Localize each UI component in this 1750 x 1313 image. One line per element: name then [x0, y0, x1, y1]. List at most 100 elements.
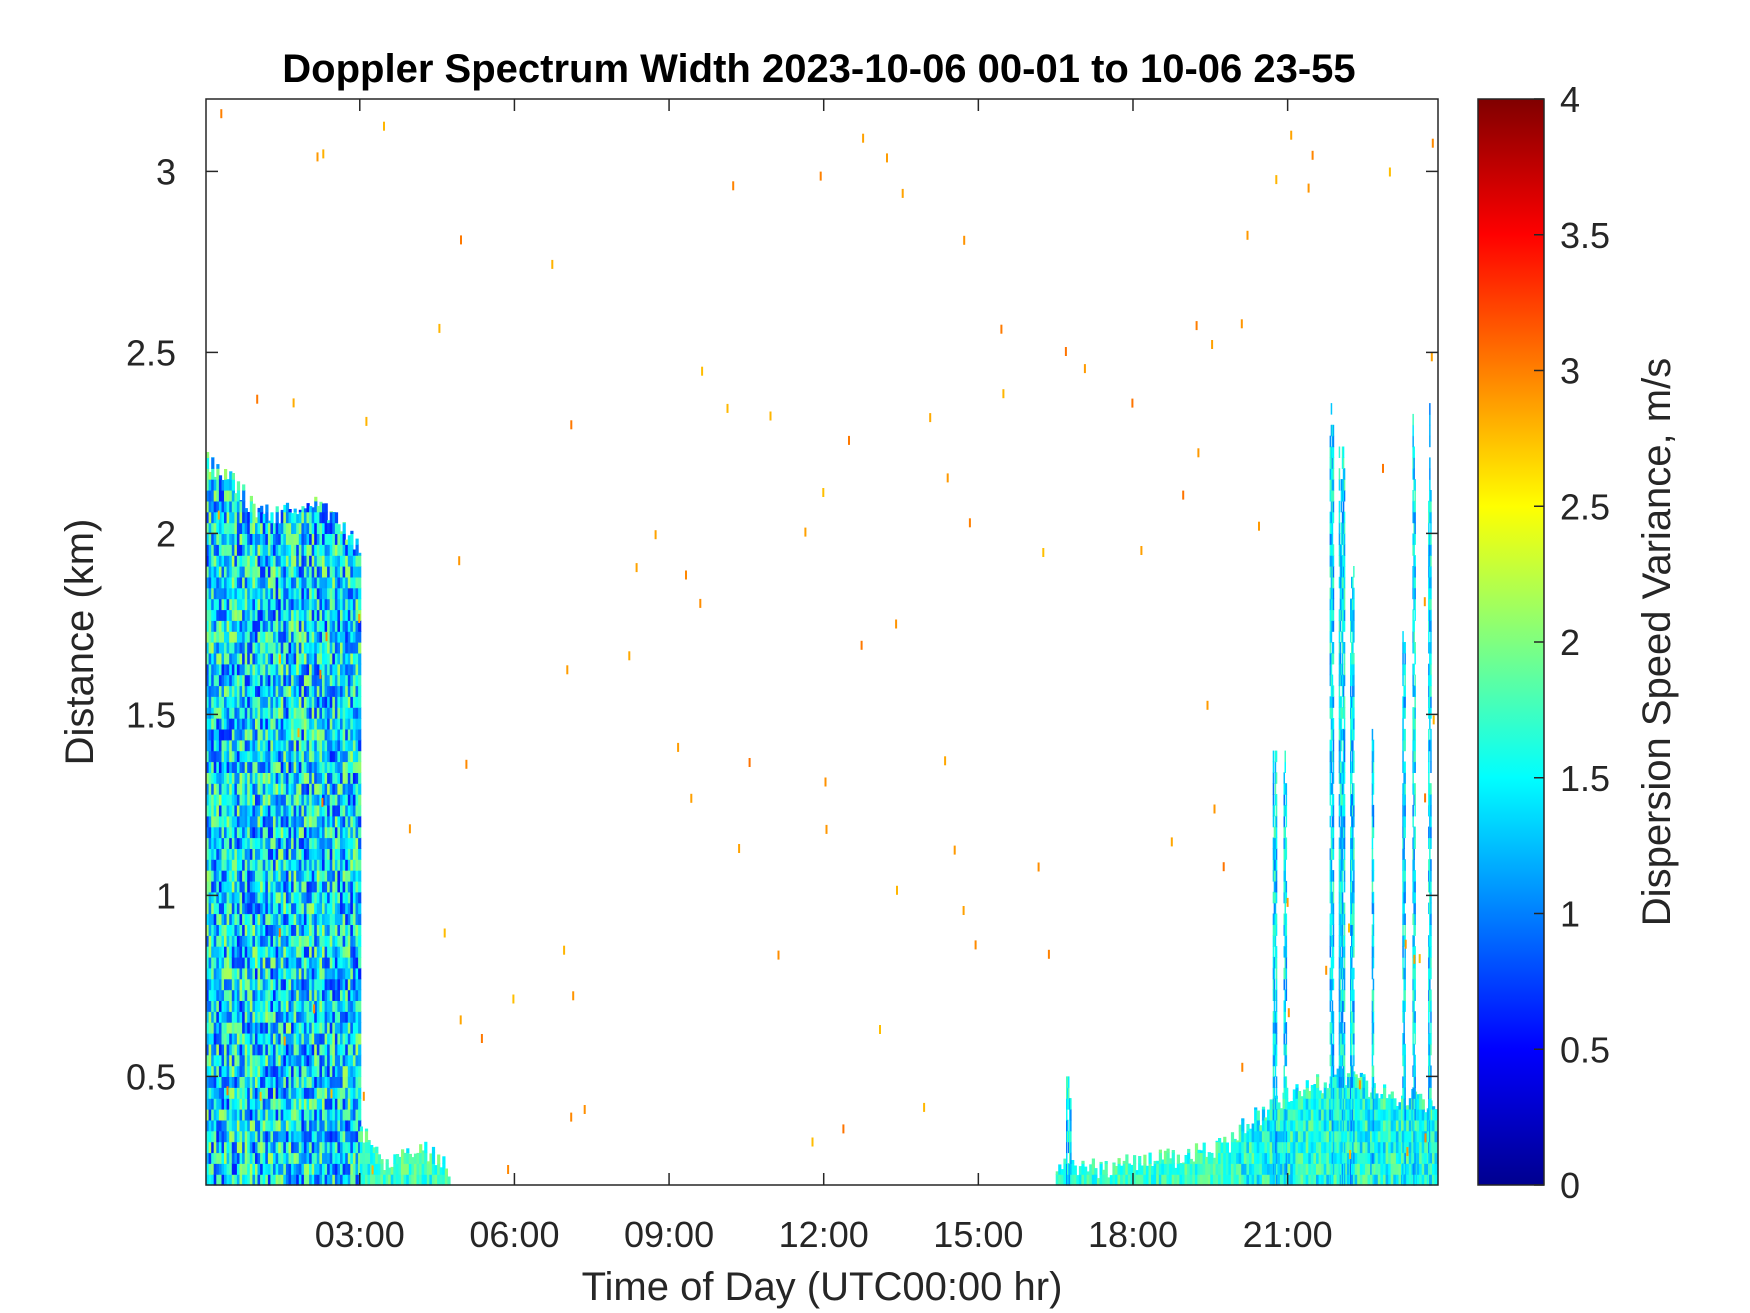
heatmap-cell — [265, 620, 269, 632]
heatmap-cell — [239, 696, 243, 708]
heatmap-cell — [221, 1043, 225, 1056]
heatmap-cell — [345, 1043, 349, 1056]
heatmap-cell — [358, 1000, 362, 1012]
heatmap-cell — [206, 576, 210, 589]
heatmap-cell — [255, 1141, 259, 1154]
heatmap-cell — [303, 620, 308, 632]
heatmap-cell — [260, 859, 264, 871]
heatmap-cell — [1156, 1163, 1160, 1175]
heatmap-cell — [255, 739, 259, 752]
heatmap-cell — [242, 913, 246, 925]
heatmap-cell — [229, 566, 233, 578]
heatmap-cell — [314, 837, 318, 849]
heatmap-cell — [1241, 1130, 1245, 1143]
heatmap-cell — [1334, 1152, 1338, 1164]
heatmap-cell — [224, 1141, 228, 1154]
heatmap-cell — [309, 555, 313, 567]
heatmap-cell — [206, 761, 210, 773]
heatmap-cell — [224, 946, 228, 958]
heatmap-cell — [1269, 1119, 1273, 1132]
heatmap-cell — [275, 728, 279, 741]
heatmap-cell — [213, 783, 217, 795]
heatmap-cell — [332, 848, 336, 860]
heatmap-cell — [1151, 1174, 1155, 1186]
heatmap-cell — [208, 609, 212, 621]
heatmap-cell — [257, 1033, 261, 1045]
heatmap-cell — [208, 490, 212, 502]
heatmap-cell — [218, 707, 223, 719]
heatmap-cell — [1308, 1098, 1312, 1110]
heatmap-cell — [280, 956, 284, 969]
heatmap-cell — [213, 967, 217, 980]
heatmap-cell — [247, 609, 251, 621]
heatmap-cell — [1310, 1174, 1314, 1186]
heatmap-cell — [1259, 1174, 1263, 1186]
heatmap-cell — [1145, 1174, 1150, 1186]
heatmap-cell — [255, 902, 259, 915]
heatmap-cell — [306, 989, 310, 1001]
heatmap-cell — [383, 1170, 387, 1175]
heatmap-cell — [226, 826, 230, 839]
heatmap-cell — [291, 1087, 295, 1099]
heatmap-cell — [1424, 1163, 1428, 1175]
plume-cell — [1272, 1098, 1275, 1110]
heatmap-cell — [1346, 1174, 1351, 1186]
heatmap-cell — [1117, 1174, 1121, 1186]
heatmap-cell — [262, 513, 266, 524]
heatmap-cell — [309, 902, 313, 915]
heatmap-cell — [257, 902, 261, 915]
heatmap-cell — [283, 587, 287, 600]
heatmap-cell — [275, 870, 279, 882]
heatmap-cell — [1310, 1098, 1314, 1110]
heatmap-cell — [358, 761, 362, 773]
heatmap-cell — [280, 935, 284, 947]
heatmap-cell — [213, 533, 217, 545]
heatmap-cell — [1313, 1152, 1317, 1164]
heatmap-cell — [252, 794, 256, 806]
heatmap-cell — [280, 870, 284, 882]
heatmap-cell — [303, 1098, 308, 1110]
heatmap-cell — [342, 1076, 346, 1088]
heatmap-cell — [285, 609, 290, 621]
plume-cell — [1272, 1043, 1275, 1056]
heatmap-cell — [1380, 1119, 1384, 1132]
heatmap-cell — [231, 1141, 235, 1154]
heatmap-cell — [211, 739, 215, 752]
heatmap-cell — [218, 652, 223, 665]
heatmap-cell — [208, 891, 212, 904]
heatmap-cell — [1377, 1163, 1381, 1175]
heatmap-cell — [1163, 1174, 1168, 1186]
heatmap-cell — [347, 750, 351, 763]
heatmap-cell — [347, 826, 351, 839]
heatmap-cell — [267, 1022, 272, 1034]
heatmap-cell — [355, 1076, 359, 1088]
heatmap-cell — [309, 674, 313, 687]
heatmap-cell — [1318, 1152, 1322, 1164]
heatmap-cell — [324, 902, 328, 915]
heatmap-cell — [1290, 1174, 1294, 1186]
heatmap-cell — [314, 1174, 318, 1186]
heatmap-cell — [236, 620, 241, 632]
heatmap-cell — [283, 978, 287, 991]
heatmap-cell — [211, 870, 215, 882]
heatmap-cell — [231, 946, 235, 958]
heatmap-cell — [285, 685, 290, 697]
heatmap-cell — [340, 1054, 344, 1067]
heatmap-cell — [249, 609, 253, 621]
heatmap-cell — [311, 566, 315, 578]
heatmap-cell — [242, 783, 246, 795]
heatmap-cell — [218, 794, 223, 806]
heatmap-cell — [247, 913, 251, 925]
heatmap-cell — [319, 750, 323, 763]
heatmap-cell — [340, 718, 344, 730]
heatmap-cell — [1375, 1163, 1379, 1175]
heatmap-cell — [1254, 1130, 1258, 1143]
heatmap-cell — [329, 620, 333, 632]
heatmap-cell — [322, 544, 326, 556]
heatmap-cell — [306, 946, 310, 958]
heatmap-cell — [221, 544, 225, 556]
heatmap-cell — [224, 956, 228, 969]
heatmap-cell — [1269, 1109, 1273, 1121]
heatmap-cell — [314, 544, 318, 556]
heatmap-cell — [257, 880, 261, 893]
